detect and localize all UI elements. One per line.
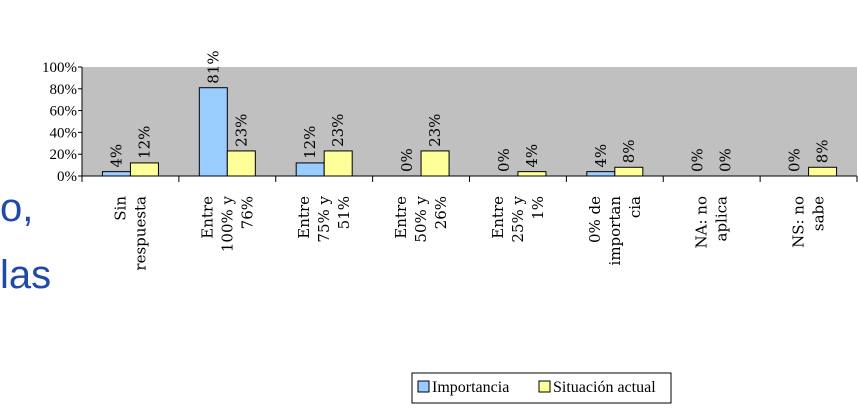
x-category-label-entre-75-y-51: Entre 75% y 51%: [295, 195, 353, 242]
y-tick-label: 40%: [50, 125, 78, 141]
y-tick-label: 100%: [42, 60, 77, 76]
bar-situacion-actual-entre-50-y-26: [420, 150, 450, 177]
bar-situacion-actual-0-de-importancia: [614, 166, 644, 177]
bar-situacion-actual-sin-respuesta: [129, 162, 159, 177]
data-label-situacion-actual-entre-100-y-76: 23%: [232, 114, 250, 147]
data-label-situacion-actual-0-de-importancia: 8%: [620, 139, 638, 163]
x-category-label-line: Entre: [392, 196, 410, 239]
legend-label-situacion-actual: Situación actual: [553, 379, 656, 396]
slide-text-line-1: o,: [0, 186, 34, 230]
data-label-situacion-actual-ns-no-sabe: 8%: [814, 139, 832, 163]
data-label-situacion-actual-entre-50-y-26: 23%: [426, 114, 444, 147]
bar-situacion-actual-entre-100-y-76: [226, 150, 256, 177]
y-tick-label: 20%: [50, 147, 78, 163]
x-category-label-sin-respuesta: Sin respuesta: [111, 196, 149, 271]
legend-label-importancia: Importancia: [432, 379, 509, 396]
x-category-label-line: 75% y: [315, 195, 333, 242]
x-category-label-entre-50-y-26: Entre 50% y 26%: [392, 195, 450, 242]
x-category-label-line: aplica: [713, 196, 731, 242]
data-label-importancia-entre-50-y-26: 0%: [398, 148, 416, 172]
x-category-label-line: 26%: [432, 196, 450, 229]
data-label-situacion-actual-na-no-aplica: 0%: [717, 148, 735, 172]
slide-text: o, las: [0, 0, 100, 415]
x-category-label-line: 25% y: [509, 195, 527, 242]
bar-situacion-actual-entre-75-y-51: [323, 150, 353, 177]
data-label-situacion-actual-sin-respuesta: 12%: [135, 126, 153, 159]
bar-situacion-actual-entre-25-y-1: [517, 171, 547, 177]
x-category-label-na-no-aplica: NA: no aplica: [693, 196, 731, 249]
y-tick-label: 0%: [57, 169, 77, 185]
x-category-label-line: Entre: [295, 196, 313, 239]
legend: Importancia Situación actual: [411, 372, 672, 404]
bar-situacion-actual-ns-no-sabe: [808, 166, 838, 177]
x-category-label-line: cia: [626, 196, 644, 218]
data-label-importancia-entre-25-y-1: 0%: [495, 148, 513, 172]
data-label-importancia-entre-100-y-76: 81%: [204, 50, 222, 83]
x-category-label-ns-no-sabe: NS: no sabe: [790, 196, 828, 248]
data-label-situacion-actual-entre-25-y-1: 4%: [523, 144, 541, 168]
x-category-label-line: Sin: [111, 196, 129, 221]
bar-importancia-entre-100-y-76: [198, 87, 228, 177]
bar-importancia-entre-75-y-51: [295, 162, 325, 177]
bar-importancia-0-de-importancia: [586, 171, 616, 177]
x-category-label-line: importan: [606, 196, 624, 266]
plot-area: [82, 67, 857, 176]
data-label-importancia-sin-respuesta: 4%: [107, 144, 125, 168]
legend-swatch-importancia: [417, 380, 430, 393]
data-label-importancia-entre-75-y-51: 12%: [301, 126, 319, 159]
x-category-label-line: 1%: [529, 196, 547, 220]
legend-swatch-situacion-actual: [538, 380, 551, 393]
slide-text-line-2: las: [0, 253, 52, 297]
x-category-label-entre-100-y-76: Entre 100% y 76%: [198, 195, 256, 252]
data-label-importancia-ns-no-sabe: 0%: [786, 148, 804, 172]
x-category-label-line: 76%: [238, 196, 256, 229]
data-label-importancia-0-de-importancia: 4%: [592, 144, 610, 168]
x-category-label-line: 51%: [335, 196, 353, 229]
x-category-label-line: Entre: [489, 196, 507, 239]
y-tick-label: 60%: [50, 104, 78, 120]
x-category-label-line: 100% y: [218, 195, 236, 252]
x-category-label-line: 0% de: [586, 196, 604, 243]
x-category-label-line: respuesta: [131, 196, 149, 271]
x-category-label-entre-25-y-1: Entre 25% y 1%: [489, 195, 547, 242]
data-label-situacion-actual-entre-75-y-51: 23%: [329, 114, 347, 147]
x-category-label-line: Entre: [198, 196, 216, 239]
bar-importancia-sin-respuesta: [101, 171, 131, 177]
x-category-label-line: NS: no: [790, 196, 808, 248]
y-tick-label: 80%: [50, 82, 78, 98]
x-category-label-line: sabe: [810, 196, 828, 231]
x-category-label-line: NA: no: [693, 196, 711, 248]
data-label-importancia-na-no-aplica: 0%: [689, 148, 707, 172]
x-category-label-0-de-importancia: 0% de importan cia: [586, 196, 644, 266]
x-category-label-line: 50% y: [412, 195, 430, 242]
